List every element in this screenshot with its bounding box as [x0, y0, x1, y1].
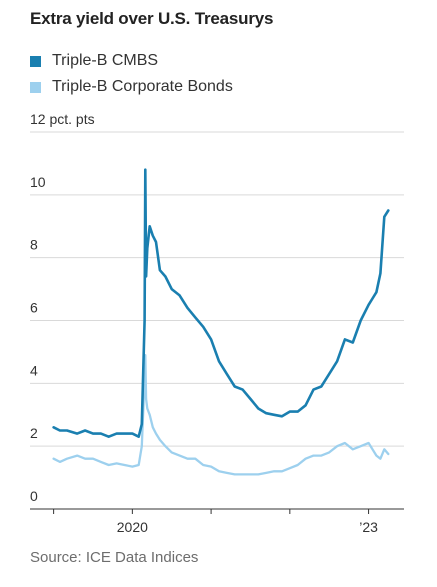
y-tick-label: 0: [30, 488, 38, 504]
legend-swatch-cmbs: [30, 55, 41, 67]
legend-label-corporate: Triple-B Corporate Bonds: [52, 78, 233, 95]
legend-swatch-corporate: [30, 81, 41, 93]
y-tick-label: 6: [30, 300, 38, 316]
legend-item-corporate: Triple-B Corporate Bonds: [30, 74, 233, 100]
x-tick-label: ’23: [359, 519, 378, 535]
series-line-corporate: [52, 353, 390, 476]
y-tick-label: 12 pct. pts: [30, 111, 95, 127]
y-tick-label: 10: [30, 174, 46, 190]
y-tick-label: 4: [30, 362, 38, 378]
source-note: Source: ICE Data Indices: [30, 549, 199, 566]
x-tick-label: 2020: [117, 519, 148, 535]
legend-item-cmbs: Triple-B CMBS: [30, 48, 233, 74]
y-tick-label: 8: [30, 237, 38, 253]
chart-title: Extra yield over U.S. Treasurys: [30, 9, 274, 28]
y-tick-label: 2: [30, 425, 38, 441]
legend: Triple-B CMBS Triple-B Corporate Bonds: [30, 48, 233, 100]
series-line-cmbs: [52, 168, 390, 438]
legend-label-cmbs: Triple-B CMBS: [52, 52, 159, 69]
